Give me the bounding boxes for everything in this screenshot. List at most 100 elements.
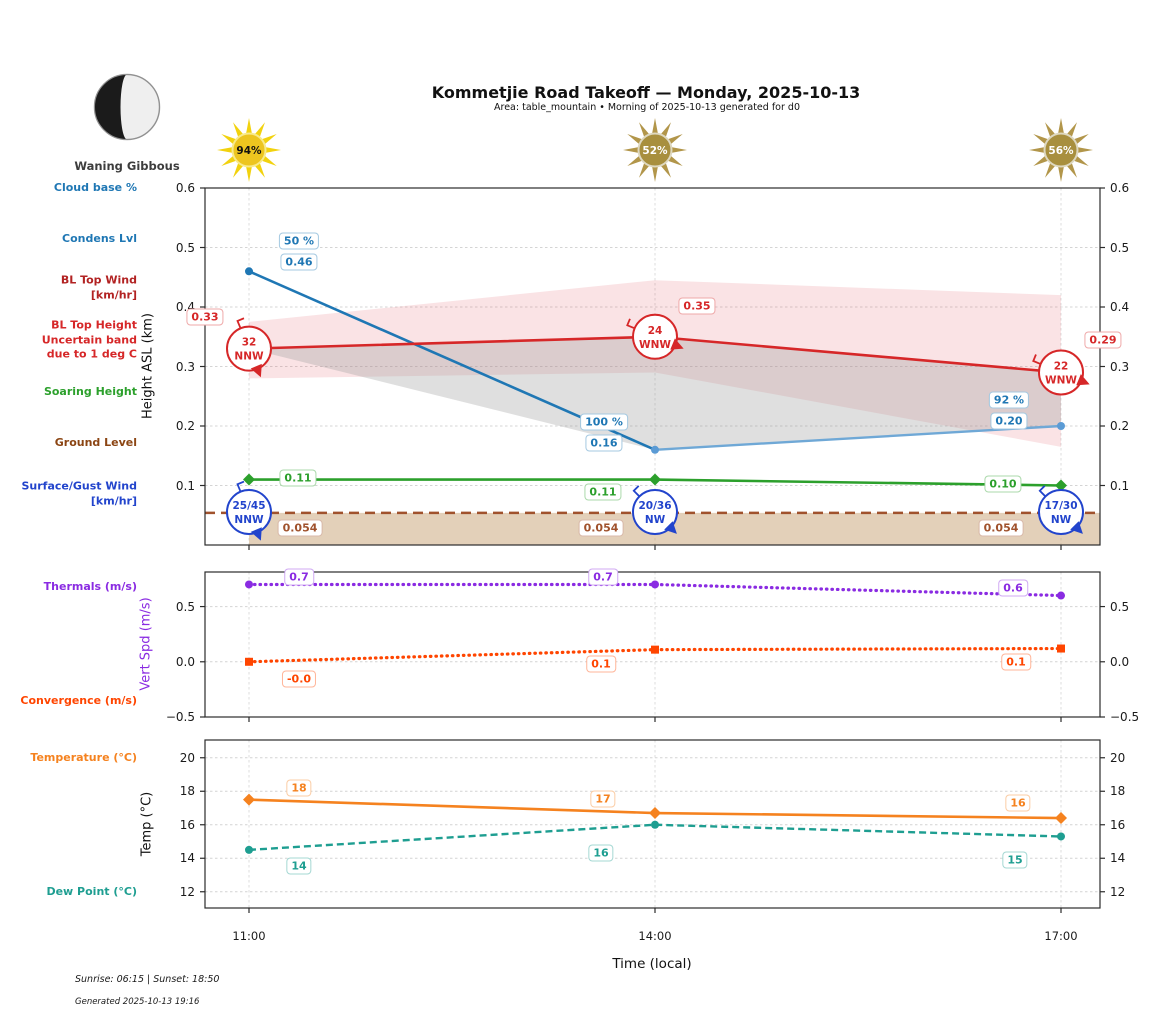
annotation-ground-value: 0.054 [578, 519, 624, 537]
data-marker [243, 473, 255, 486]
axis-spine [204, 739, 1101, 909]
y-tick-label: 0.1 [1110, 478, 1130, 493]
annotation-cloudbase-pct: 92 % [988, 391, 1030, 409]
row-label-soaring-height: Soaring Height [43, 384, 137, 398]
row-label-thermals: Thermals (m/s) [43, 579, 137, 593]
wind-arrow-icon [1076, 374, 1090, 386]
data-marker [651, 645, 659, 654]
y-tick-label: 20 [179, 750, 195, 765]
annotation-condens_lvl-value: 0.20 [990, 412, 1028, 430]
y-tick-label: 0.0 [1110, 654, 1130, 669]
page-title: Kommetjie Road Takeoff — Monday, 2025-10… [431, 83, 861, 102]
wind-dir-label: WNW [639, 339, 671, 351]
wind-dir-label: NW [645, 514, 666, 526]
wind-dir-label: NNW [234, 351, 264, 363]
data-marker [1055, 812, 1067, 825]
y-tick-label: 0.5 [1110, 599, 1130, 614]
data-marker [245, 580, 253, 589]
wind-circle [226, 325, 272, 372]
annotation-condens_lvl-value: 0.46 [280, 253, 318, 271]
row-label-cloud-base: Cloud base % [53, 180, 137, 194]
y-tick-label: 0.6 [175, 181, 195, 195]
row-label-bl-top-height: BL Top Height Uncertain band due to 1 de… [41, 318, 137, 361]
annotation-convergence-value: 0.1 [1001, 653, 1031, 671]
y-tick-label: 14 [179, 851, 195, 866]
annotation-cloudbase-pct: 100 % [580, 413, 628, 431]
y-tick-label: 0.5 [1110, 240, 1130, 255]
y-tick-label: 20 [1110, 750, 1126, 765]
series-line-dew_point [248, 823, 1062, 852]
annotation-thermals-value: 0.7 [588, 568, 618, 586]
data-marker [245, 267, 253, 276]
wind-speed-label: 25/45 [232, 500, 265, 512]
x-axis-label: Time (local) [612, 956, 692, 972]
y-tick-label: 0.3 [1110, 359, 1130, 374]
data-marker [1055, 479, 1067, 492]
data-marker [245, 657, 253, 666]
annotation-bl_top-value: 0.35 [678, 297, 716, 315]
wind-circle [226, 489, 272, 535]
y-tick-label: 0.2 [175, 419, 195, 433]
annotation-ground-value: 0.054 [978, 519, 1024, 537]
moon-icon [93, 73, 161, 141]
y-tick-label: 0.0 [175, 654, 195, 669]
annotation-cloudbase-pct: 50 % [278, 232, 320, 250]
data-marker [1057, 591, 1065, 600]
axis-spine [204, 187, 1101, 546]
wind-circle [632, 489, 678, 535]
row-label-dew-point: Dew Point (°C) [46, 884, 137, 898]
wind-dir-label: NW [1051, 514, 1072, 526]
y-tick-label: 18 [179, 784, 195, 799]
chart-panel-2 [200, 739, 1105, 913]
data-marker [1057, 422, 1065, 430]
sun-percent-label: 56% [1048, 145, 1074, 157]
wind-arrow-icon [670, 338, 684, 350]
moon-phase-label: Waning Gibbous [74, 159, 180, 173]
data-marker [649, 473, 661, 486]
generated-note: Generated 2025-10-13 19:16 [75, 997, 200, 1007]
annotation-thermals-value: 0.7 [284, 568, 314, 586]
annotation-convergence-value: 0.1 [586, 655, 616, 673]
annotation-bl_top-value: 0.29 [1084, 331, 1122, 349]
wind-circle [632, 313, 678, 360]
x-tick-label: 11:00 [232, 929, 266, 943]
wind-arrow-icon [1070, 521, 1083, 534]
wind-circle [1038, 489, 1084, 535]
wind-badge-bl_top-1: 24 WNW [626, 313, 684, 360]
wind-badge-surface_wind-0: 25/45 NNW [226, 480, 272, 541]
y-tick-label: 0.5 [175, 599, 195, 614]
sun-percent-label: 52% [642, 145, 668, 157]
wind-dir-label: WNW [1045, 374, 1077, 386]
y-tick-label: 0.3 [175, 359, 195, 374]
sun-icon-0: 94% [217, 118, 281, 182]
sunrise-sunset-note: Sunrise: 06:15 | Sunset: 18:50 [75, 974, 220, 985]
y-tick-label: −0.5 [165, 710, 195, 724]
annotation-dew_point-value: 14 [286, 857, 312, 875]
wind-speed-label: 20/36 [638, 500, 671, 512]
sun-icon-2: 56% [1029, 118, 1093, 182]
band-bl_top_uncertainty [249, 280, 1061, 447]
wind-badge-surface_wind-2: 17/30 NW [1038, 485, 1084, 535]
y-tick-label: 12 [1110, 884, 1126, 899]
wind-speed-label: 22 [1054, 360, 1069, 372]
annotation-soaring-value: 0.10 [984, 475, 1022, 492]
data-marker [649, 807, 661, 820]
wind-arrow-icon [250, 527, 262, 541]
row-label-convergence: Convergence (m/s) [20, 693, 137, 707]
y-tick-label: 0.4 [1110, 300, 1130, 314]
page-subtitle: Area: table_mountain • Morning of 2025-1… [494, 102, 800, 113]
annotation-soaring-value: 0.11 [584, 483, 622, 501]
annotation-dew_point-value: 16 [588, 844, 614, 862]
annotation-soaring-value: 0.11 [279, 469, 317, 487]
chart-panel-0: 32 NNW 24 WNW 22 WNW 25/45 NNW 20/36 NW 17/30 NW [200, 187, 1105, 550]
data-marker [1057, 832, 1065, 841]
annotation-temperature-value: 17 [590, 790, 616, 808]
annotation-convergence-value: -0.0 [281, 670, 317, 688]
sun-percent-label: 94% [236, 145, 262, 157]
annotation-bl_top-value: 0.33 [186, 308, 224, 326]
data-marker [651, 580, 659, 589]
row-label-ground-level: Ground Level [54, 435, 137, 449]
annotation-temperature-value: 16 [1005, 794, 1031, 812]
